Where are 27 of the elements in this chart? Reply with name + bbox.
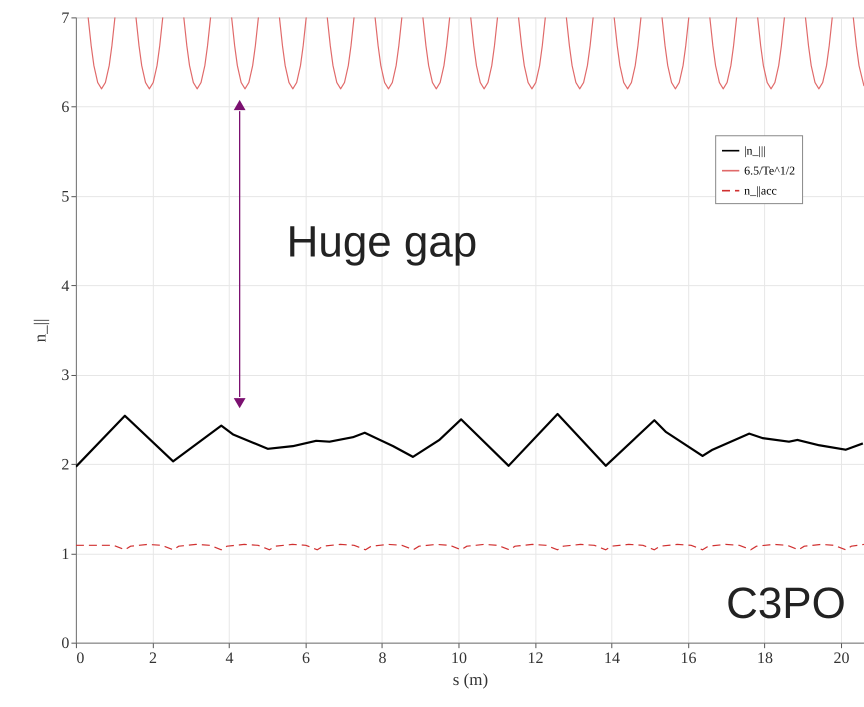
y-tick-label: 0 (61, 635, 70, 652)
x-tick-label: 8 (378, 650, 386, 668)
y-tick-label: 6 (61, 99, 70, 116)
x-tick-label: 18 (757, 650, 774, 668)
legend-label: n_||acc (744, 184, 777, 198)
line-series (76, 412, 864, 468)
x-tick-label: 4 (225, 650, 234, 668)
y-tick-label: 4 (61, 278, 70, 295)
legend-label: |n_||| (744, 144, 766, 158)
annotation: Huge gap (286, 217, 478, 266)
x-tick-label: 6 (302, 650, 310, 668)
x-tick-label: 10 (450, 650, 467, 668)
y-tick-label: 1 (61, 546, 70, 563)
x-axis-title: s (m) (452, 670, 488, 690)
y-tick-label: 7 (61, 10, 70, 27)
y-tick-label: 3 (61, 367, 70, 384)
x-tick-label: 14 (604, 650, 620, 668)
y-tick-label: 5 (61, 188, 70, 206)
x-tick-label: 2 (148, 650, 157, 668)
x-tick-label: 20 (834, 650, 850, 668)
y-tick-label: 2 (61, 456, 70, 474)
x-tick-label: 12 (528, 650, 544, 668)
x-tick-label: 16 (680, 650, 697, 668)
y-axis-title: n_|| (30, 318, 50, 342)
annotation: C3PO (726, 579, 846, 628)
legend-label: 6.5/Te^1/2 (744, 164, 796, 178)
x-tick-label: 0 (76, 650, 84, 668)
